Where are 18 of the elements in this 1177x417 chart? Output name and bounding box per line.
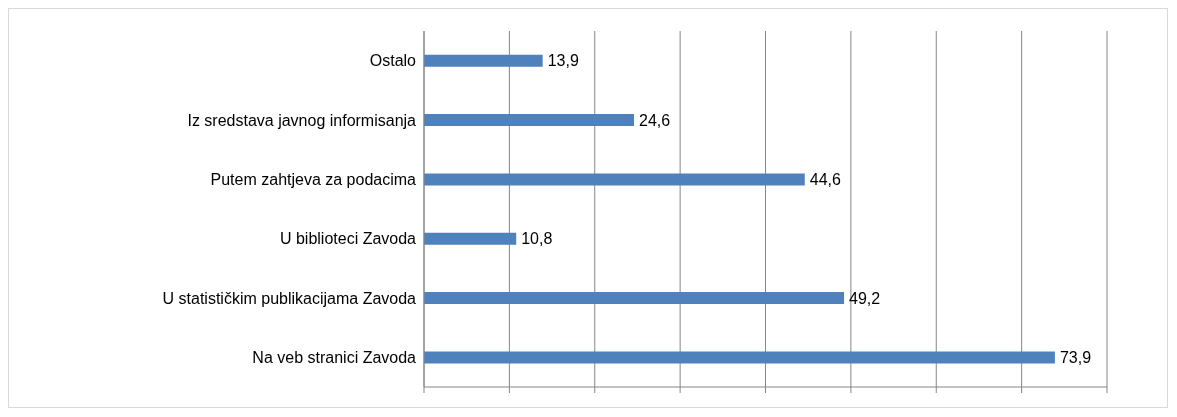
data-label: 73,9 <box>1059 349 1092 367</box>
bar <box>424 232 517 245</box>
data-label: 49,2 <box>849 289 881 307</box>
y-tick-label: U biblioteci Zavoda <box>279 230 417 248</box>
data-label: 44,6 <box>809 171 842 189</box>
data-label: 10,8 <box>521 230 553 248</box>
data-label: 24,6 <box>639 111 671 129</box>
y-tick-label: Putem zahtjeva za podacima <box>210 171 417 189</box>
bar <box>424 173 805 186</box>
bar <box>424 54 543 67</box>
bar <box>424 292 845 305</box>
bar <box>424 114 635 127</box>
data-label: 13,9 <box>547 52 579 70</box>
bar <box>424 351 1055 364</box>
y-tick-label: U statističkim publikacijama Zavoda <box>162 289 417 307</box>
y-tick-label: Iz sredstava javnog informisanja <box>187 111 417 129</box>
y-tick-label: Ostalo <box>369 52 417 70</box>
y-tick-label: Na veb stranici Zavoda <box>252 349 417 367</box>
